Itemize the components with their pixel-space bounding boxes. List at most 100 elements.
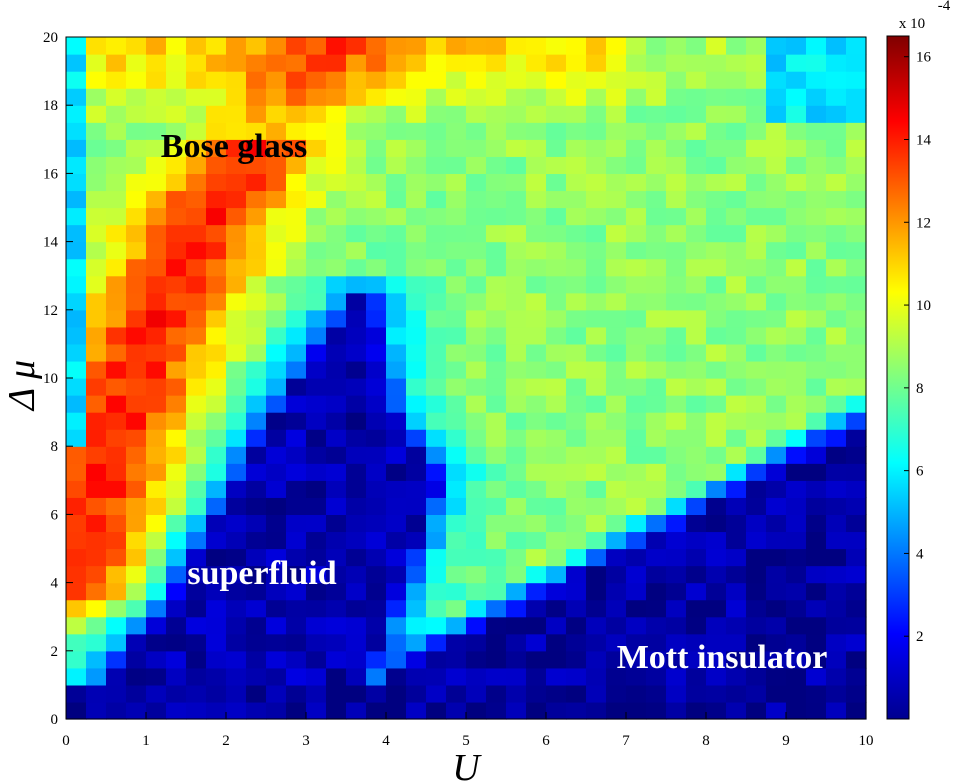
heatmap-cell xyxy=(586,446,607,464)
heatmap-cell xyxy=(446,497,467,515)
heatmap-cell xyxy=(506,173,527,192)
heatmap-cell xyxy=(566,531,587,550)
heatmap-cell xyxy=(826,258,847,277)
heatmap-cell xyxy=(526,412,547,430)
heatmap-cell xyxy=(186,531,207,550)
heatmap-cell xyxy=(446,429,467,447)
heatmap-cell xyxy=(466,497,487,515)
heatmap-cell xyxy=(446,446,467,464)
heatmap-cell xyxy=(786,224,807,243)
heatmap-cell xyxy=(246,412,267,430)
heatmap-cell xyxy=(646,122,667,140)
heatmap-cell xyxy=(686,207,707,226)
heatmap-cell xyxy=(786,446,807,464)
heatmap-cell xyxy=(686,343,707,362)
heatmap-cell xyxy=(506,633,527,652)
heatmap-cell xyxy=(326,633,347,652)
heatmap-cell xyxy=(526,429,547,447)
heatmap-cell xyxy=(406,292,427,311)
heatmap-cell xyxy=(366,139,387,157)
heatmap-cell xyxy=(366,480,387,498)
heatmap-cell xyxy=(206,667,227,686)
heatmap-cell xyxy=(746,701,767,720)
heatmap-cell xyxy=(306,360,327,379)
heatmap-cell xyxy=(166,309,187,328)
heatmap-cell xyxy=(586,139,607,157)
heatmap-cell xyxy=(766,37,787,55)
heatmap-cell xyxy=(646,292,667,311)
heatmap-cell xyxy=(806,395,827,413)
heatmap-cell xyxy=(366,309,387,328)
heatmap-cell xyxy=(586,633,607,652)
heatmap-cell xyxy=(806,54,827,72)
heatmap-cell xyxy=(126,446,147,464)
heatmap-cell xyxy=(666,207,687,226)
heatmap-cell xyxy=(126,684,147,703)
heatmap-cell xyxy=(526,514,547,533)
heatmap-cell xyxy=(166,412,187,430)
heatmap-cell xyxy=(146,446,167,464)
heatmap-cell xyxy=(706,360,727,379)
heatmap-cell xyxy=(326,88,347,106)
heatmap-cell xyxy=(246,224,267,243)
heatmap-cell xyxy=(446,548,467,567)
heatmap-cell xyxy=(446,326,467,345)
heatmap-cell xyxy=(346,378,367,396)
heatmap-cell xyxy=(466,122,487,140)
heatmap-cell xyxy=(146,173,167,192)
heatmap-cell xyxy=(306,684,327,703)
heatmap-cell xyxy=(486,531,507,550)
heatmap-cell xyxy=(186,122,207,140)
heatmap-cell xyxy=(766,514,787,533)
heatmap-cell xyxy=(346,241,367,260)
heatmap-cell xyxy=(746,326,767,345)
heatmap-cell xyxy=(806,88,827,106)
heatmap-cell xyxy=(546,480,567,498)
heatmap-cell xyxy=(846,224,867,243)
heatmap-cell xyxy=(246,650,267,669)
heatmap-cell xyxy=(546,241,567,260)
heatmap-cell xyxy=(126,429,147,447)
heatmap-cell xyxy=(586,565,607,584)
heatmap-cell xyxy=(706,275,727,294)
heatmap-cell xyxy=(566,565,587,584)
heatmap-cell xyxy=(686,139,707,157)
heatmap-cell xyxy=(806,650,827,669)
heatmap-cell xyxy=(786,292,807,311)
heatmap-cell xyxy=(126,582,147,601)
heatmap-cell xyxy=(286,446,307,464)
heatmap-cell xyxy=(166,139,187,157)
heatmap-cell xyxy=(86,360,107,379)
heatmap-cell xyxy=(146,343,167,362)
heatmap-cell xyxy=(586,224,607,243)
heatmap-cell xyxy=(626,258,647,277)
heatmap-cell xyxy=(166,37,187,55)
heatmap-cell xyxy=(206,207,227,226)
heatmap-cell xyxy=(186,514,207,533)
heatmap-cell xyxy=(726,531,747,550)
heatmap-cell xyxy=(686,190,707,209)
heatmap-cell xyxy=(106,156,127,174)
heatmap-cell xyxy=(326,71,347,89)
heatmap-cell xyxy=(366,173,387,192)
heatmap-cell xyxy=(606,258,627,277)
heatmap-cell xyxy=(546,378,567,396)
heatmap-cell xyxy=(606,275,627,294)
heatmap-cell xyxy=(726,633,747,652)
heatmap-cell xyxy=(526,701,547,720)
heatmap-cell xyxy=(526,173,547,192)
heatmap-cell xyxy=(586,275,607,294)
heatmap-cell xyxy=(306,463,327,481)
heatmap-cell xyxy=(466,54,487,72)
heatmap-cell xyxy=(826,54,847,72)
heatmap-cell xyxy=(826,190,847,209)
heatmap-cell xyxy=(526,582,547,601)
heatmap-cell xyxy=(786,54,807,72)
heatmap-cell xyxy=(486,412,507,430)
heatmap-cell xyxy=(686,616,707,635)
heatmap-cell xyxy=(126,480,147,498)
heatmap-cell xyxy=(326,241,347,260)
heatmap-cell xyxy=(646,412,667,430)
heatmap-cell xyxy=(766,463,787,481)
heatmap-cell xyxy=(386,650,407,669)
